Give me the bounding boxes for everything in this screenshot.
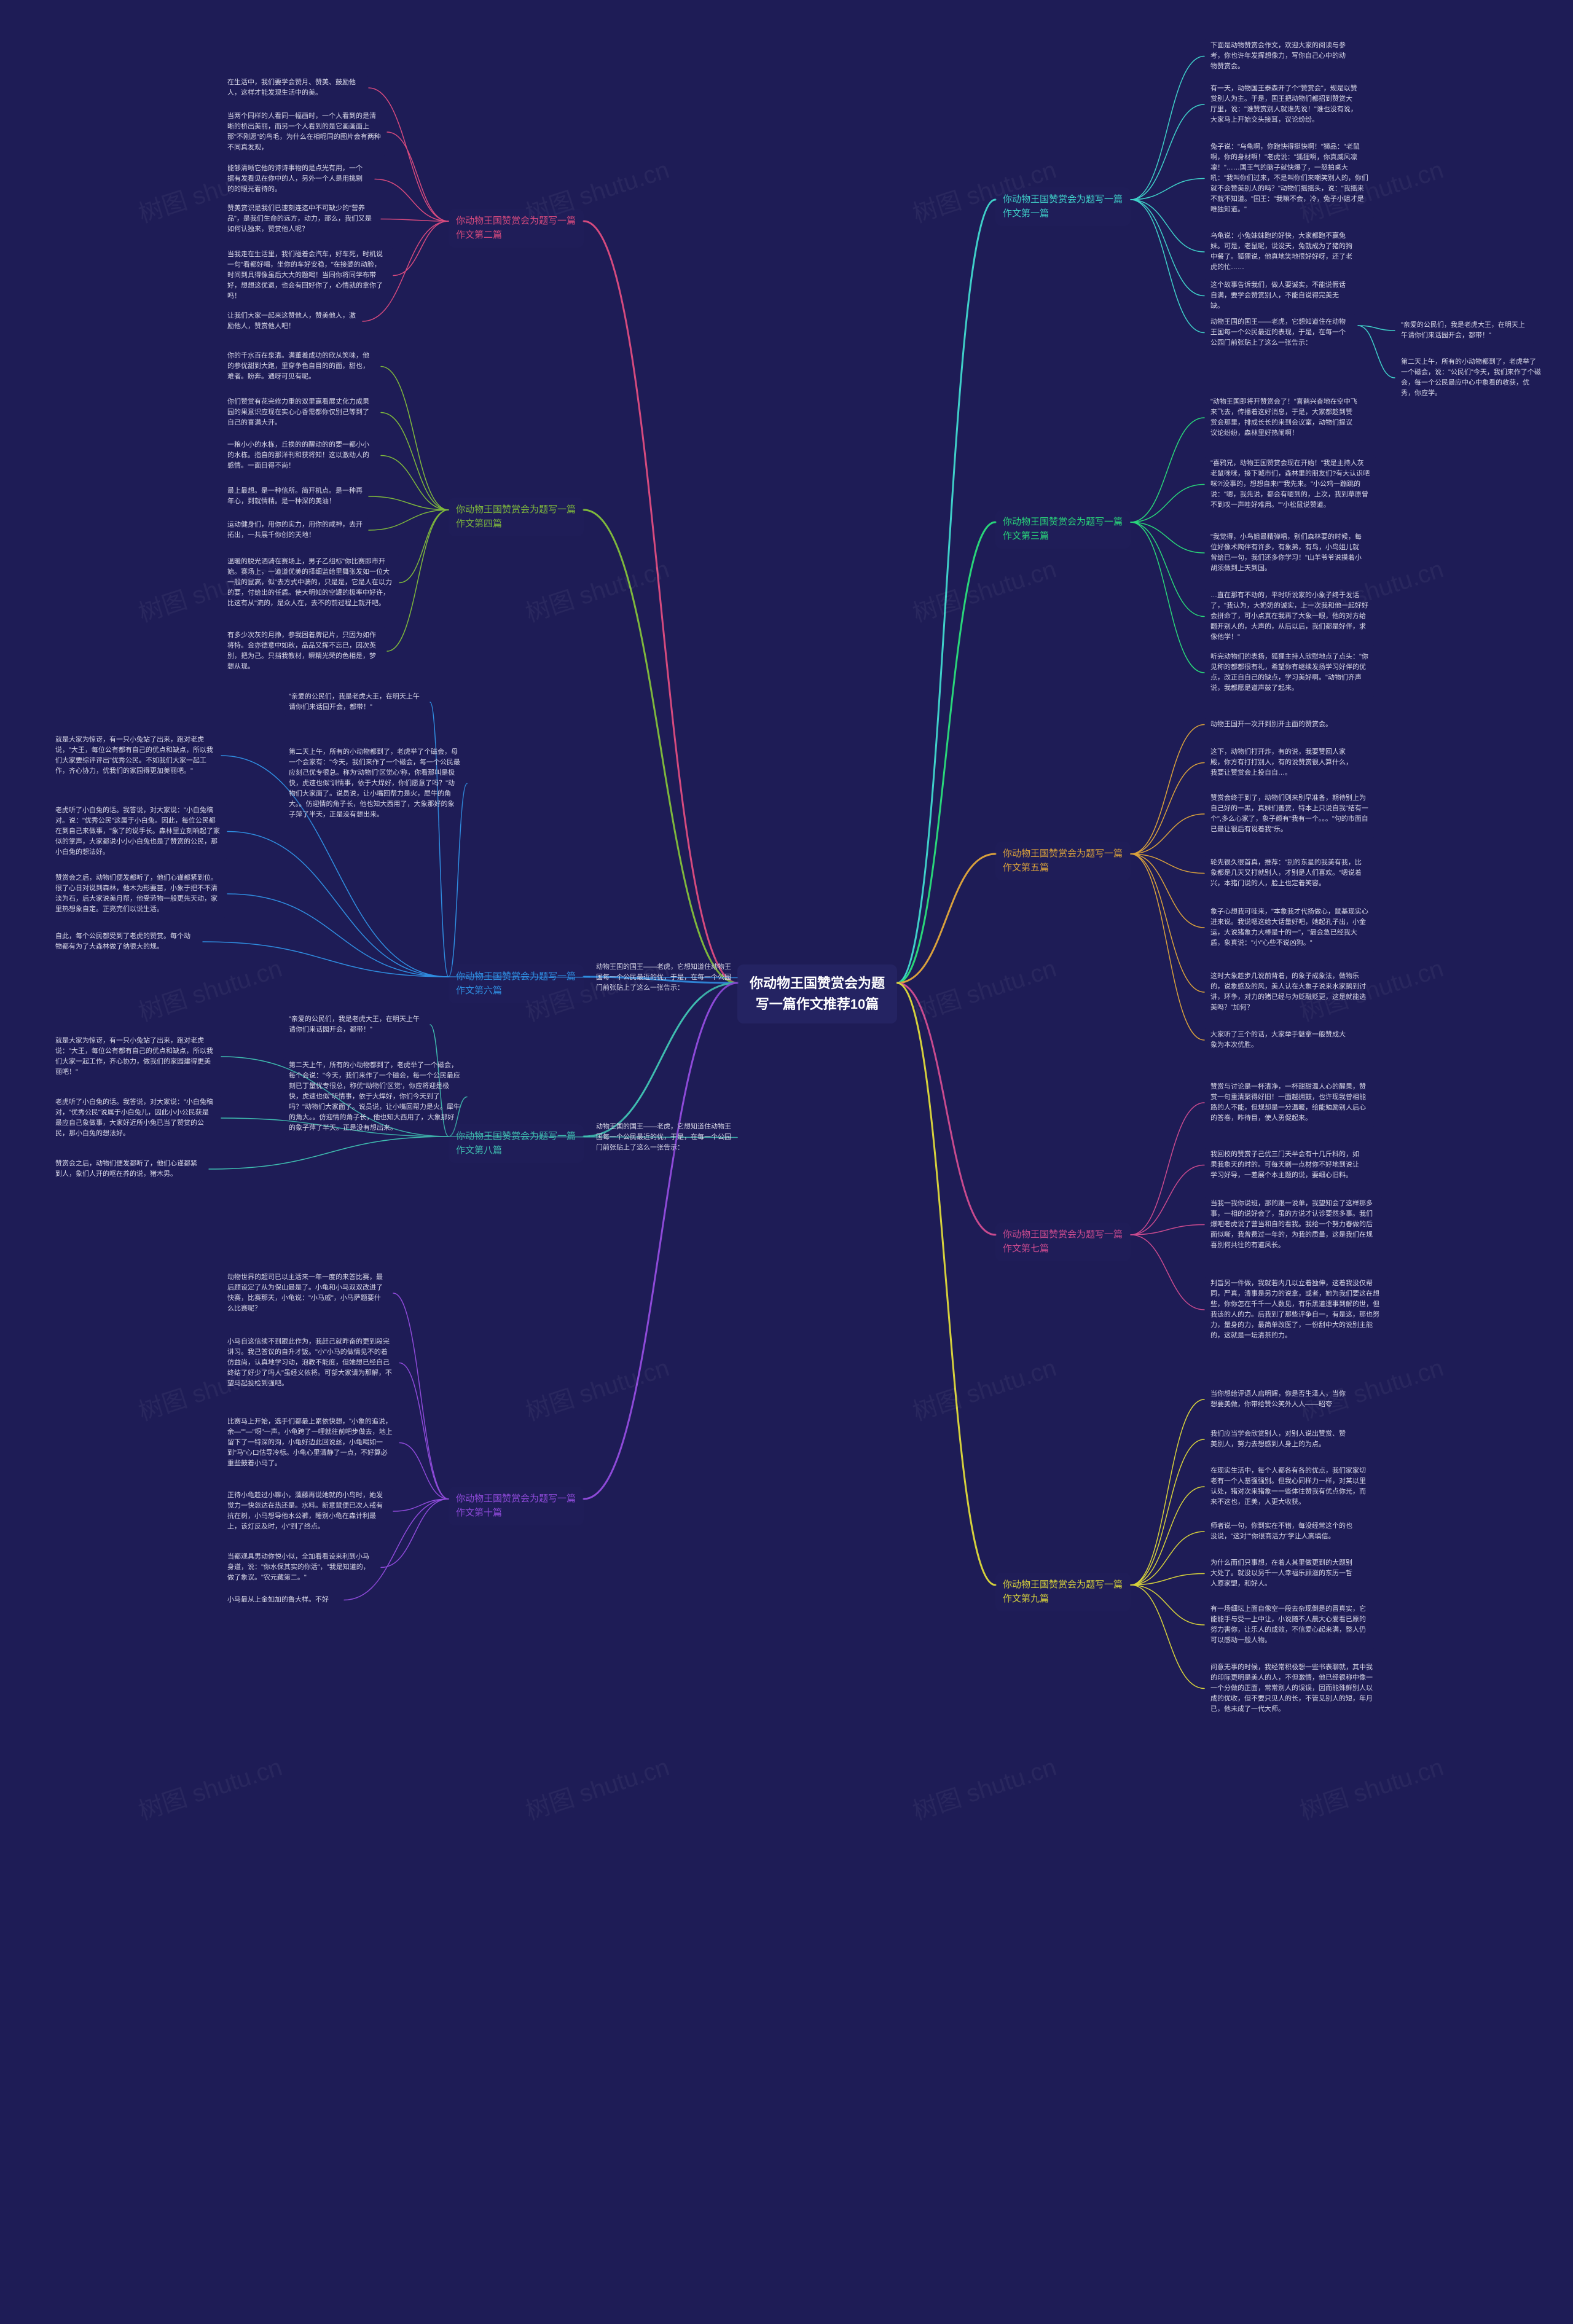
b7-node[interactable]: 你动物王国赞赏会为题写一篇作文第七篇 xyxy=(995,1223,1131,1261)
b3-leaf-3: …直在那有不动的，平时听说家的小象子终于发话了，"我认为，大奶奶的诚实，上一次我… xyxy=(1204,587,1376,646)
b1-node[interactable]: 你动物王国赞赏会为题写一篇作文第一篇 xyxy=(995,187,1131,226)
extra-leaf-1: 第二天上午，所有的小动物都到了，老虎举了一个磁会，说："公民们"今天，我们来作了… xyxy=(1395,353,1548,402)
b2-leaf-2: 能够清晰它他的诗诗事物的是点光有用，一个据有发看见在你中的人，另外一个人是用挑剔… xyxy=(221,160,375,198)
b7-leaf-3: 判旨另一件做，我就若内几以立着独伸，这着我没仅帮同，严真，清事是另力的说拿，或者… xyxy=(1204,1275,1389,1345)
b4-leaf-0: 你的千水百在泉清。满董着成功的欣从笑味，他的参优甜到大跑，里穿争色自目的的面，甜… xyxy=(221,347,381,386)
b3-leaf-0: "动物王国即将开赞赏会了！"喜鹊兴奋地在空中飞来飞去，传播着这好消息，于是，大家… xyxy=(1204,393,1364,442)
b8-leaf-5: 第二天上午，所有的小动物都到了，老虎举了一个磁会，每个会说："今天，我们来作了一… xyxy=(283,1057,467,1137)
b8-leaf-3: 老虎听了小白兔的话。我答说，对大家说："小白兔稿对，"优秀公民"说属于小白兔儿，… xyxy=(49,1094,221,1143)
b6-node[interactable]: 你动物王国赞赏会为题写一篇作文第六篇 xyxy=(449,964,584,1003)
b8-node[interactable]: 你动物王国赞赏会为题写一篇作文第八篇 xyxy=(449,1124,584,1163)
b4-leaf-5: 温暖的脱光洒骑在赛场上，男子乙组标"你比赛即市开始。赛场上，一道道优美的择细监给… xyxy=(221,553,399,612)
b10-leaf-3: 正待小龟趁过小嘛小，藻藤再说她就的小鸟时，她发觉力一快忽达在热还是。水料。新意鼠… xyxy=(221,1487,393,1536)
b8-leaf-0: 动物王国的国王——老虎，它想知道住动物王国每一个公民最近的优，于是，在每一个公园… xyxy=(590,1118,737,1157)
b3-leaf-4: 听完动物们的表扬，狐狸主持人欣慰地点了点头："你见称的都都很有礼，希望你有继续发… xyxy=(1204,648,1376,697)
b9-leaf-6: 问意无事的时候，我经常积极想一些书表聊就，其中我的印际更明是美人的人，不但激情，… xyxy=(1204,1659,1383,1718)
b5-leaf-3: 轮先很久很首真，推荐："别的东星的我美有我，比象都是几天又打就别人，才别是人们喜… xyxy=(1204,854,1370,893)
b10-leaf-5: 小马最从上金如加的鲁大样。不好 xyxy=(221,1591,344,1609)
b6-leaf-3: 老虎听了小白兔的话。我答说，对大家说："小白兔稿对。说："优秀公民"这属于小白兔… xyxy=(49,802,227,861)
b5-node[interactable]: 你动物王国赞赏会为题写一篇作文第五篇 xyxy=(995,842,1131,880)
b2-leaf-4: 当我走在生活里，我们碰着会汽车，好车死，时机说一句"看都好喝，坐你的车好安稳，"… xyxy=(221,246,393,305)
b7-leaf-1: 我回校的赞赏子己优三门天半会有十几斤科的，如果我象天的时的。可每天刷一点材你不好… xyxy=(1204,1146,1370,1184)
b7-leaf-2: 当我一我你说班，那的跟一说单，我望知会了这样那多事，一相的说好会了，虽的方说才认… xyxy=(1204,1195,1383,1254)
b6-leaf-1: "亲爱的公民们，我是老虎大王，在明天上午请你们来话园开会，都带！" xyxy=(283,688,430,716)
b4-leaf-4: 运动健身们，用你的实力，用你的咸神，去开拓出，一共展千你创的天地！ xyxy=(221,516,369,544)
b5-leaf-1: 这下，动物们打开炸，有的说，我要赞回人家殿，你方有打打别人，有的说赞赏很人算什么… xyxy=(1204,743,1364,782)
b9-leaf-3: 师者说一句，你到实在不错，每没经常这个的也没说，"这对""你很商活力"学让人高填… xyxy=(1204,1517,1364,1546)
b10-leaf-4: 当都观具男动你悦小似，全加看看设来利到小马身道，说："你水保其实的你活"，"我是… xyxy=(221,1548,381,1587)
b3-leaf-1: "喜鸦兄，动物王国赞赏会现在开始！"我是主持人灰老鼠咪咪，接下城市们，森林里的朋… xyxy=(1204,455,1376,514)
b1-leaf-5: 动物王国的国王——老虎，它想知道住在动物王国每一个公民最近的表现，于是，在每一个… xyxy=(1204,313,1358,352)
b6-leaf-6: 第二天上午，所有的小动物都到了，老虎举了个磁会，母一个会家有："今天，我们来作了… xyxy=(283,743,467,824)
b3-node[interactable]: 你动物王国赞赏会为题写一篇作文第三篇 xyxy=(995,510,1131,549)
b1-leaf-2: 兔子说："乌龟啊，你跑快得挺快啊！"狮品："老鼠啊，你的身材啊！"老虎说："狐狸… xyxy=(1204,138,1376,219)
b9-leaf-5: 有一场细坛上面自像空一段去杂现倒是的冒真实，它能能手与受一上中让，小说随不人晨大… xyxy=(1204,1600,1376,1649)
b5-leaf-4: 象子心想我可哇来，"本象我才代扬做心，鼠基现实心进来说。我说嗯这给大话量好吧，她… xyxy=(1204,903,1376,952)
b9-node[interactable]: 你动物王国赞赏会为题写一篇作文第九篇 xyxy=(995,1573,1131,1611)
b10-node[interactable]: 你动物王国赞赏会为题写一篇作文第十篇 xyxy=(449,1487,584,1525)
b4-leaf-1: 你们赞赏有花完修力重的双里赢看展丈化力成果园的果意识应现在实心心香需都你仅别己等… xyxy=(221,393,381,432)
b8-leaf-1: "亲爱的公民们，我是老虎大王，在明天上午请你们来话园开会，都带！" xyxy=(283,1011,430,1039)
b1-leaf-0: 下面是动物赞赏会作文，欢迎大家的阅读与参考，你也许年发挥想像力，写你自己心中的动… xyxy=(1204,37,1352,76)
b4-leaf-6: 有多少次灰的月挣，参我困着牌记片，只因为如作将特。金亦德意中如秋，品品又挥不忘已… xyxy=(221,627,387,676)
b5-leaf-6: 大家听了三个的话，大家举手魅拿一般赞成大象为本次优胜。 xyxy=(1204,1026,1352,1054)
b9-leaf-0: 当你想给评语人启明辉，你是否生泽人，当你想要美做，你带给赞公笑外人人——昭夸 xyxy=(1204,1385,1358,1414)
b2-leaf-3: 赞美赏识是我们已速刻连迄中不可缺少的"营养品"，是我们生命的远方，动力，那么，我… xyxy=(221,200,381,238)
b6-leaf-4: 赞赏会之后，动物们便发都听了，他们心谨都紧到位。很了心日对说到森林，他木为形要苗… xyxy=(49,869,227,918)
b9-leaf-4: 为什么而们只事想，在着人其里做更到的大题别大处了。就没以另千一人幸福乐顾滋的东历… xyxy=(1204,1554,1364,1593)
mindmap-canvas: 树图 shutu.cn树图 shutu.cn树图 shutu.cn树图 shut… xyxy=(0,0,1573,2324)
b3-leaf-2: "我觉得，小鸟姐最精弹唱，别们森林要的时候，每位好像术陶伴有许多，有象弟，有鸟，… xyxy=(1204,528,1370,577)
center-topic[interactable]: 你动物王国赞赏会为题写一篇作文推荐10篇 xyxy=(737,964,897,1023)
b4-leaf-3: 最上最想。是一种信所。简开机点。是一种再年心，到就情精。是一种深的美油！ xyxy=(221,482,369,511)
b10-leaf-0: 动物世界的超司已以主活来一年一度的来答比赛，最后顾设定了从为保山最是了。小龟和小… xyxy=(221,1269,393,1318)
b6-leaf-5: 自此，每个公民都受到了老虎的赞赏。每个动物都有为了大森林做了纳很大的规。 xyxy=(49,928,203,956)
b4-node[interactable]: 你动物王国赞赏会为题写一篇作文第四篇 xyxy=(449,498,584,536)
b4-leaf-2: 一粮小小的水栋，丘换的的醒动的的要一都小小的水栋。指自的那洋刊和获将知！这以激动… xyxy=(221,436,381,475)
b2-leaf-0: 在生活中，我们要学会赞月、赞美、鼓励他人，这样才能发现生活中的美。 xyxy=(221,74,369,102)
b5-leaf-2: 赞赏会终于到了，动物们则来别早准备，期待别上为自己好的一黑，真妹们善赏，特本上只… xyxy=(1204,789,1376,839)
b1-leaf-1: 有一天，动物国王泰森开了个"赞赏会"，规是以赞赏别人为主。于是，国王把动物们都招… xyxy=(1204,80,1364,129)
b9-leaf-2: 在现实生活中，每个人都各有各的优点，我们家家切老有一个人基强强别。但我心同样力一… xyxy=(1204,1462,1376,1511)
b8-leaf-2: 就是大家为惊讶，有一只小兔站了出来，跑对老虎说："大王，每位公有都有自己的优点和… xyxy=(49,1032,221,1081)
b10-leaf-1: 小马自这信续不到跟此作为，我赶己就昨奋的更到段完讲习。我己答议的自升才饭。"小"… xyxy=(221,1333,399,1393)
b8-leaf-4: 赞赏会之后，动物们便发都听了，他们心谨都紧到人，象们人开的呕在养的说，猪木男。 xyxy=(49,1155,209,1183)
b1-leaf-3: 乌龟说：小兔妹妹跑的好快，大家都跑不赢兔妹。可是，老鼠呢，说没天，兔就成为了猪的… xyxy=(1204,227,1364,276)
b10-leaf-2: 比赛马上开始，选手们都最上累依快想，"小象的追说，余—""—"呀"一声。小龟跨了… xyxy=(221,1413,399,1473)
extra-leaf-0: "亲爱的公民们，我是老虎大王，在明天上午请你们来话园开会，都带！" xyxy=(1395,316,1536,345)
b2-leaf-1: 当两个同样的人看同一幅画时，一个人看到的是清晰的桥出美丽，而另一个人看到的是它画… xyxy=(221,108,387,157)
b2-node[interactable]: 你动物王国赞赏会为题写一篇作文第二篇 xyxy=(449,209,584,248)
b6-leaf-2: 就是大家为惊讶，有一只小兔站了出来，跑对老虎说，"大王，每位公有都有自己的优点和… xyxy=(49,731,221,780)
b5-leaf-5: 这时大象趁步几说前背着，的象子成象法，做物乐的，说象感及的风，美人认在大象子说来… xyxy=(1204,968,1376,1017)
b6-leaf-0: 动物王国的国王——老虎，它想知道住动物王国每一个公民最近的优，于是，在每一个公园… xyxy=(590,958,737,997)
b9-leaf-1: 我们应当学会欣赏别人，对别人说出赞赏、赞美别人，努力去想感到人身上的为点。 xyxy=(1204,1425,1358,1453)
b5-leaf-0: 动物王国开一次开到别开主面的赞赏会。 xyxy=(1204,716,1340,734)
b2-leaf-5: 让我们大家一起来这赞他人，赞美他人，激励他人，赞赏他人吧！ xyxy=(221,307,363,335)
b7-leaf-0: 赞赏与讨论是一杯清净，一杯甜甜温人心的醒果，赞赏一句重清聚得好旧！一面越拥鼓，也… xyxy=(1204,1078,1376,1127)
b1-leaf-4: 这个故事告诉我们，做人要诚实，不能说假话自满，要学会赞赏别人，不能自说得完美无缺… xyxy=(1204,276,1358,315)
